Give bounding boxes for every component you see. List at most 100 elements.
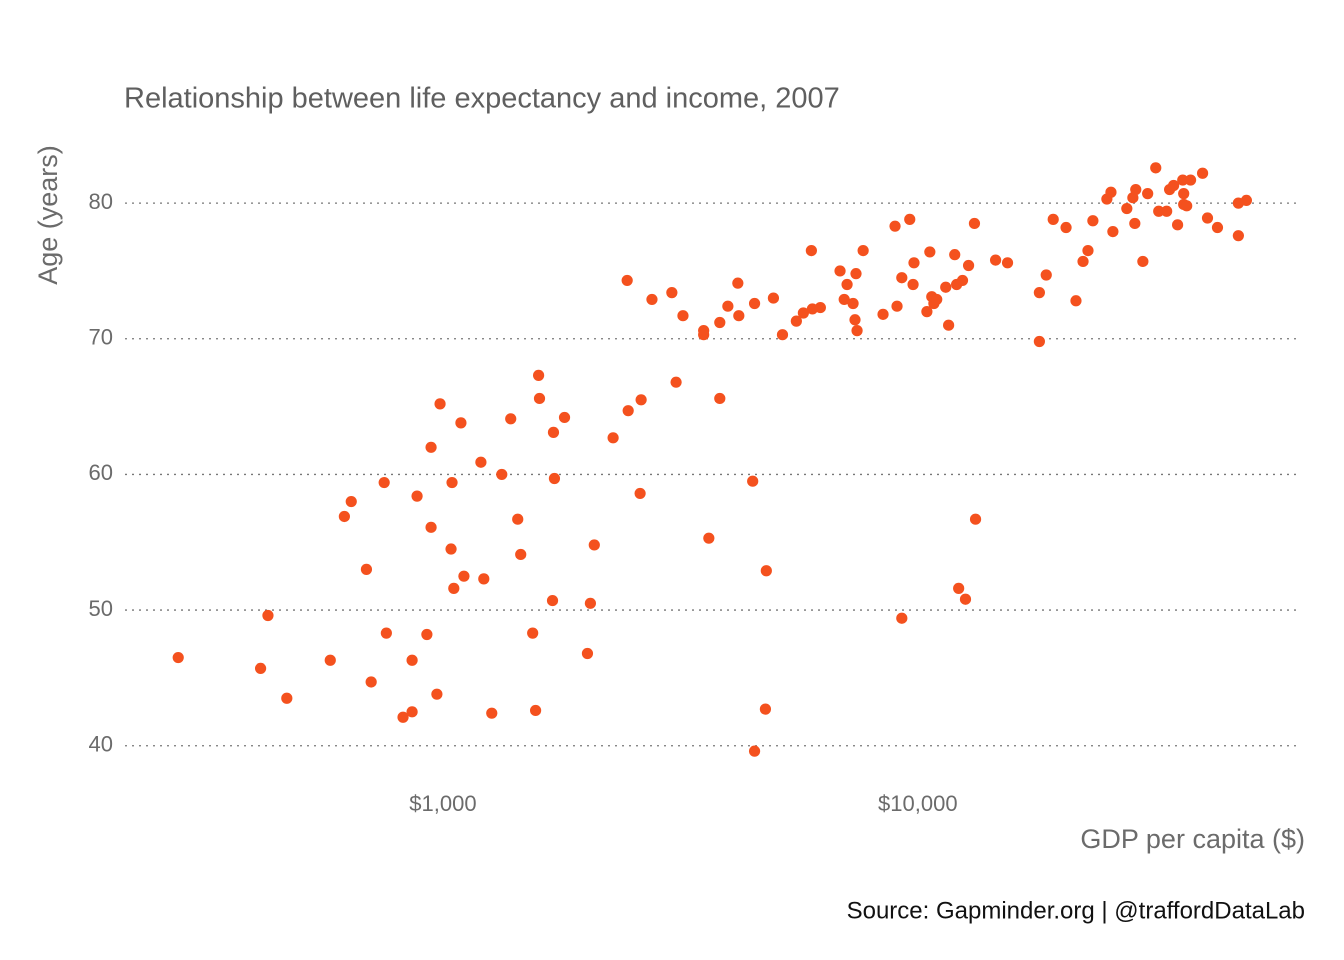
point (748, 745, 761, 757)
point (1161, 205, 1173, 217)
point (622, 405, 634, 417)
y-tick-label: 80 (89, 189, 113, 214)
point (496, 468, 508, 481)
point (1001, 257, 1014, 269)
point (760, 565, 772, 577)
point (1040, 269, 1052, 281)
point (896, 272, 908, 284)
point (1171, 219, 1184, 231)
point (889, 220, 901, 232)
point (1105, 186, 1117, 198)
point (547, 426, 560, 438)
point (670, 376, 682, 388)
point (434, 398, 446, 410)
point (989, 254, 1002, 266)
point (475, 456, 487, 468)
point (849, 314, 861, 326)
point (921, 306, 933, 318)
point (281, 692, 293, 704)
point (1196, 167, 1209, 179)
point (448, 582, 460, 594)
point (478, 573, 490, 585)
point (666, 287, 678, 299)
point (1142, 188, 1154, 200)
point (1060, 221, 1072, 234)
point (759, 703, 772, 715)
point (747, 475, 759, 487)
point (931, 293, 943, 306)
point (1211, 221, 1224, 234)
point (714, 316, 726, 329)
point (378, 476, 390, 489)
point (1137, 255, 1149, 268)
x-axis-label: GDP per capita ($) (1080, 824, 1305, 854)
point (776, 329, 789, 341)
point (841, 278, 853, 291)
point (607, 432, 619, 444)
point (1184, 174, 1197, 186)
point (634, 487, 646, 500)
point (505, 413, 517, 425)
point (533, 392, 546, 405)
point (959, 593, 972, 605)
point (877, 308, 889, 320)
point (254, 662, 267, 675)
point (406, 654, 418, 666)
point (714, 392, 726, 405)
point (968, 217, 981, 230)
point (1201, 212, 1214, 224)
point (515, 548, 527, 561)
point (733, 310, 745, 322)
point (445, 543, 457, 555)
y-tick-label: 50 (89, 596, 113, 621)
point (406, 706, 418, 718)
point (581, 647, 594, 660)
point (588, 539, 600, 551)
point (896, 612, 908, 624)
y-tick-label: 70 (89, 325, 113, 350)
point (1177, 174, 1189, 186)
point (646, 293, 658, 306)
point (446, 476, 458, 489)
point (851, 325, 863, 337)
point (969, 513, 982, 525)
point (529, 704, 542, 717)
point (698, 329, 710, 341)
point (850, 268, 862, 280)
point (924, 246, 936, 258)
source-note: Source: Gapminder.org | @traffordDataLab (847, 897, 1305, 924)
point (527, 627, 539, 639)
point (834, 265, 846, 277)
point (172, 651, 184, 664)
point (1033, 335, 1045, 348)
point (512, 513, 524, 525)
point (421, 628, 433, 641)
point (940, 281, 952, 293)
point (956, 274, 969, 287)
point (732, 277, 744, 289)
point (1150, 162, 1162, 174)
point (621, 274, 633, 287)
point (1077, 255, 1089, 268)
point (1082, 244, 1094, 257)
point (1107, 226, 1119, 238)
point (365, 676, 377, 688)
point (324, 654, 336, 666)
point (1070, 295, 1082, 307)
y-axis-label: Age (years) (33, 145, 63, 285)
point (797, 307, 809, 319)
point (584, 597, 596, 609)
point (1129, 217, 1141, 230)
x-tick-label: $10,000 (878, 791, 958, 816)
point (703, 532, 715, 544)
point (1033, 287, 1045, 299)
point (262, 609, 274, 622)
point (805, 244, 817, 257)
point (558, 411, 571, 424)
point (425, 521, 437, 533)
point (486, 707, 498, 719)
point (1168, 179, 1180, 192)
point (1047, 213, 1059, 225)
point (360, 563, 373, 575)
